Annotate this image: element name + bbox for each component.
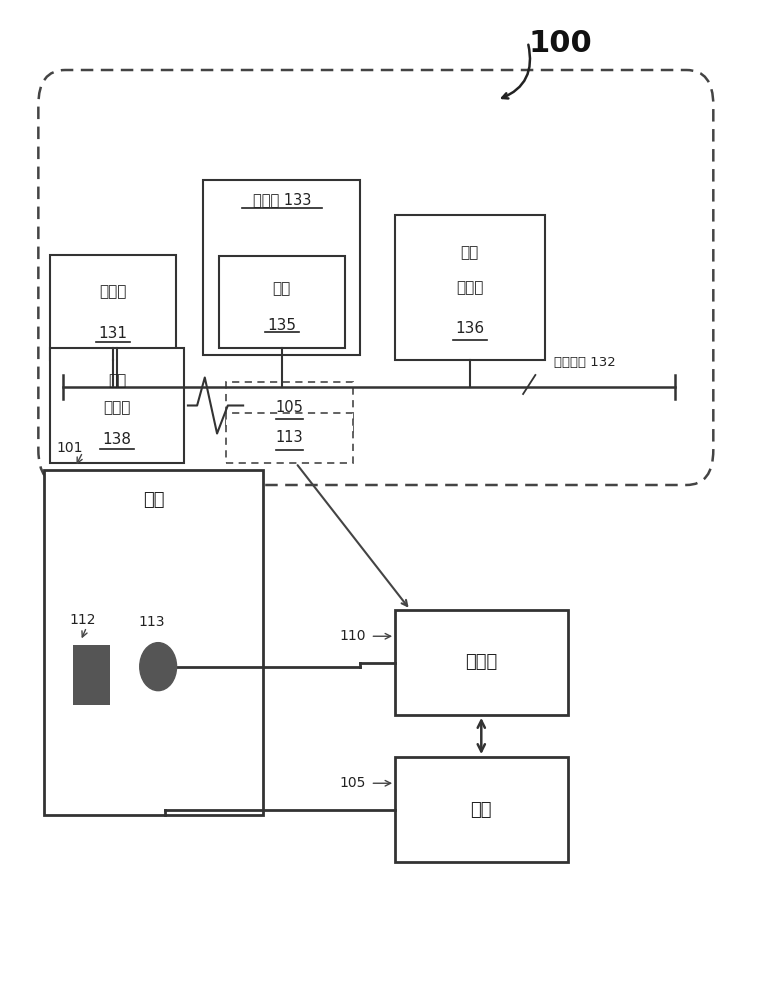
Text: 电源: 电源: [470, 800, 492, 818]
Text: 适配器: 适配器: [456, 280, 483, 295]
Text: 控制器: 控制器: [465, 654, 498, 672]
FancyBboxPatch shape: [219, 256, 345, 348]
FancyBboxPatch shape: [203, 180, 360, 355]
Text: 138: 138: [103, 432, 131, 448]
FancyBboxPatch shape: [38, 70, 713, 485]
Text: 105: 105: [340, 776, 366, 790]
Text: 131: 131: [99, 326, 127, 341]
FancyBboxPatch shape: [395, 610, 568, 715]
Text: 136: 136: [456, 321, 484, 336]
Text: 处理器: 处理器: [100, 284, 127, 299]
FancyBboxPatch shape: [395, 757, 568, 862]
FancyBboxPatch shape: [73, 645, 110, 705]
Text: 适配器: 适配器: [104, 400, 130, 415]
Text: 113: 113: [139, 615, 165, 629]
Circle shape: [140, 643, 176, 691]
FancyBboxPatch shape: [395, 215, 545, 360]
Text: 112: 112: [69, 613, 96, 627]
Text: 101: 101: [56, 441, 83, 455]
FancyBboxPatch shape: [226, 413, 353, 463]
Text: 100: 100: [528, 29, 592, 58]
Text: 接口: 接口: [108, 373, 126, 388]
FancyBboxPatch shape: [50, 255, 176, 360]
Text: 存储器 133: 存储器 133: [252, 192, 311, 207]
Text: 通信: 通信: [461, 245, 479, 260]
Text: 设备: 设备: [143, 491, 165, 509]
FancyBboxPatch shape: [44, 470, 263, 815]
Text: 105: 105: [275, 399, 304, 414]
Text: 135: 135: [268, 318, 296, 332]
Text: 系统总线 132: 系统总线 132: [554, 356, 615, 369]
FancyBboxPatch shape: [226, 382, 353, 432]
Text: 110: 110: [339, 629, 366, 643]
Text: 软件: 软件: [273, 281, 291, 296]
FancyBboxPatch shape: [50, 348, 184, 463]
Text: 113: 113: [275, 430, 304, 446]
